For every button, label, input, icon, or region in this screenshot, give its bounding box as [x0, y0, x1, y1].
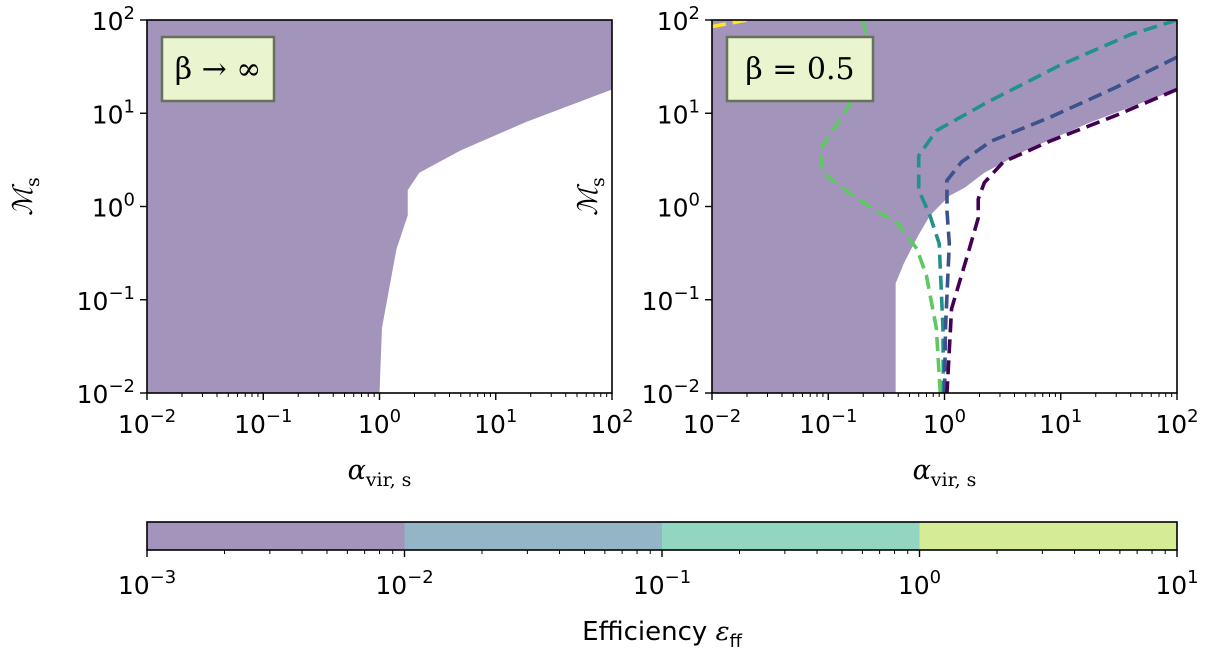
plot-area	[147, 20, 612, 393]
colorbar-tick-label: 101	[1155, 567, 1198, 600]
x-tick-label: 102	[1155, 406, 1198, 439]
panel-label: β → ∞	[175, 52, 262, 87]
y-tick-label: 101	[92, 96, 135, 129]
region-level-1e-3	[147, 20, 612, 393]
y-tick-label: 10−1	[77, 283, 135, 316]
dashed-line-5	[712, 20, 748, 29]
x-axis-label: αvir, s	[348, 455, 412, 491]
x-tick-label: 100	[923, 406, 966, 439]
dashed-line-2	[916, 20, 1177, 393]
y-axis-label: ℳs	[573, 177, 609, 216]
axis-ticks	[140, 19, 613, 400]
y-tick-label: 10−2	[642, 376, 700, 409]
panel-left: 10−2 10−1 100 101 102 10−2 10−1 100 101 102 αvir, …	[8, 3, 634, 491]
x-tick-label: 10−2	[118, 406, 176, 439]
y-tick-label: 100	[92, 190, 135, 223]
y-tick-label: 10−2	[77, 376, 135, 409]
y-tick-label: 10−1	[642, 283, 700, 316]
y-tick-label: 102	[92, 3, 135, 36]
y-tick-label: 100	[657, 190, 700, 223]
colorbar-label: Efficiency εff	[582, 617, 742, 652]
y-tick-label: 101	[657, 96, 700, 129]
panel-label-box	[160, 35, 276, 103]
panel-label: β = 0.5	[745, 52, 854, 87]
plot-area	[712, 20, 1177, 393]
panel-right: 10−2 10−1 100 101 102 10−2 10−1 100 101 102 αvir, …	[573, 3, 1199, 491]
colorbar-tick-label: 10−2	[375, 567, 433, 600]
colorbar-tick-label: 100	[898, 567, 941, 600]
panel-label-box	[725, 35, 875, 103]
x-tick-label: 101	[474, 406, 517, 439]
y-axis-label: ℳs	[8, 177, 44, 216]
x-tick-label: 102	[590, 406, 633, 439]
x-tick-label: 10−1	[234, 406, 292, 439]
axis-ticks	[705, 19, 1178, 400]
dashed-line-4	[945, 87, 1177, 393]
colorbar: 10−3 10−2 10−1 100 101 Efficiency εff	[118, 521, 1199, 652]
x-tick-label: 10−2	[683, 406, 741, 439]
x-tick-label: 10−1	[799, 406, 857, 439]
colorbar-bin	[919, 522, 1177, 550]
x-axis-label: αvir, s	[913, 455, 977, 491]
colorbar-bin	[404, 522, 662, 550]
colorbar-tick-label: 10−1	[633, 567, 691, 600]
colorbar-bin	[147, 522, 405, 550]
colorbar-tick-label: 10−3	[118, 567, 176, 600]
x-tick-label: 101	[1039, 406, 1082, 439]
y-tick-label: 102	[657, 3, 700, 36]
colorbar-bin	[662, 522, 920, 550]
x-tick-label: 100	[358, 406, 401, 439]
dashed-line-3	[942, 55, 1177, 393]
